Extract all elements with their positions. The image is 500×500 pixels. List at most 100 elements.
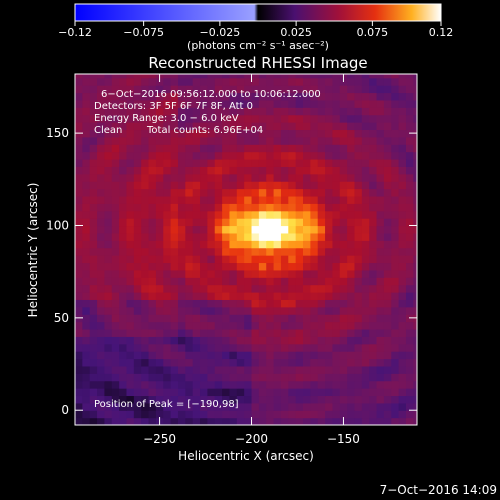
heatmap-cell (141, 373, 150, 382)
heatmap-cell (229, 203, 238, 212)
heatmap-cell (266, 380, 275, 389)
heatmap-cell (413, 247, 417, 256)
heatmap-cell (303, 395, 311, 404)
heatmap-cell (325, 395, 334, 404)
heatmap-cell (413, 166, 417, 175)
heatmap-cell (280, 284, 289, 293)
heatmap-cell (405, 99, 414, 108)
heatmap-cell (177, 247, 186, 256)
heatmap-cell (391, 336, 400, 345)
heatmap-cell (126, 284, 135, 293)
heatmap-cell (97, 85, 106, 94)
heatmap-cell (354, 321, 363, 330)
heatmap-cell (273, 402, 282, 411)
heatmap-cell (317, 225, 326, 234)
heatmap-cell (295, 321, 304, 330)
heatmap-cell (266, 299, 275, 308)
heatmap-cell (398, 144, 407, 153)
heatmap-cell (347, 166, 356, 175)
heatmap-cell (207, 144, 216, 153)
heatmap-cell (273, 166, 282, 175)
heatmap-cell (266, 114, 275, 123)
heatmap-cell (119, 210, 128, 219)
heatmap-cell (111, 343, 120, 352)
heatmap-cell (391, 158, 400, 167)
heatmap-cell (295, 99, 304, 108)
heatmap-cell (361, 203, 370, 212)
heatmap-cell (273, 225, 282, 234)
heatmap-cell (361, 402, 370, 411)
heatmap-cell (185, 218, 194, 227)
heatmap-cell (369, 343, 378, 352)
heatmap-cell (111, 358, 120, 367)
heatmap-cell (398, 92, 407, 101)
heatmap-cell (163, 343, 172, 352)
heatmap-cell (303, 269, 311, 278)
heatmap-cell (119, 328, 128, 337)
y-tick-label: 100 (46, 218, 69, 232)
heatmap-cell (251, 306, 260, 315)
heatmap-cell (376, 358, 385, 367)
heatmap-cell (236, 262, 245, 271)
heatmap-cell (376, 181, 385, 190)
heatmap-cell (391, 269, 400, 278)
heatmap-cell (354, 255, 363, 264)
heatmap-cell (133, 314, 142, 323)
heatmap-cell (413, 74, 417, 79)
heatmap-cell (317, 306, 326, 315)
heatmap-cell (273, 247, 282, 256)
heatmap-cell (288, 122, 297, 131)
heatmap-cell (155, 343, 164, 352)
heatmap-cell (170, 225, 179, 234)
heatmap-cell (280, 114, 289, 123)
heatmap-cell (354, 166, 363, 175)
heatmap-cell (75, 158, 83, 167)
heatmap-cell (200, 166, 208, 175)
heatmap-cell (266, 85, 275, 94)
heatmap-cell (222, 269, 231, 278)
heatmap-cell (192, 158, 201, 167)
heatmap-cell (192, 343, 201, 352)
heatmap-cell (177, 158, 186, 167)
x-tick-label: −150 (327, 432, 360, 446)
heatmap-cell (185, 247, 194, 256)
heatmap-cell (207, 291, 216, 300)
heatmap-cell (295, 151, 304, 160)
heatmap-cell (347, 151, 356, 160)
heatmap-cell (295, 262, 304, 271)
heatmap-cell (133, 114, 142, 123)
heatmap-cell (148, 306, 157, 315)
heatmap-cell (317, 351, 326, 360)
heatmap-cell (280, 395, 289, 404)
heatmap-cell (148, 240, 157, 249)
heatmap-cell (339, 402, 348, 411)
heatmap-cell (104, 284, 113, 293)
heatmap-cell (347, 380, 356, 389)
heatmap-cell (126, 247, 135, 256)
heatmap-cell (398, 277, 407, 286)
heatmap-cell (229, 218, 238, 227)
heatmap-cell (111, 188, 120, 197)
heatmap-cell (200, 173, 208, 182)
heatmap-cell (405, 247, 414, 256)
heatmap-cell (413, 336, 417, 345)
heatmap-cell (185, 210, 194, 219)
heatmap-cell (141, 74, 150, 79)
heatmap-cell (398, 380, 407, 389)
heatmap-cell (214, 122, 223, 131)
heatmap-cell (288, 240, 297, 249)
heatmap-cell (133, 388, 142, 397)
heatmap-cell (148, 328, 157, 337)
heatmap-cell (126, 240, 135, 249)
heatmap-cell (413, 122, 417, 131)
heatmap-cell (111, 336, 120, 345)
heatmap-cell (200, 99, 208, 108)
heatmap-cell (214, 144, 223, 153)
heatmap-cell (200, 158, 208, 167)
heatmap-cell (177, 92, 186, 101)
heatmap-cell (177, 365, 186, 374)
heatmap-cell (295, 181, 304, 190)
heatmap-cell (119, 291, 128, 300)
heatmap-cell (200, 284, 208, 293)
heatmap-cell (303, 218, 311, 227)
